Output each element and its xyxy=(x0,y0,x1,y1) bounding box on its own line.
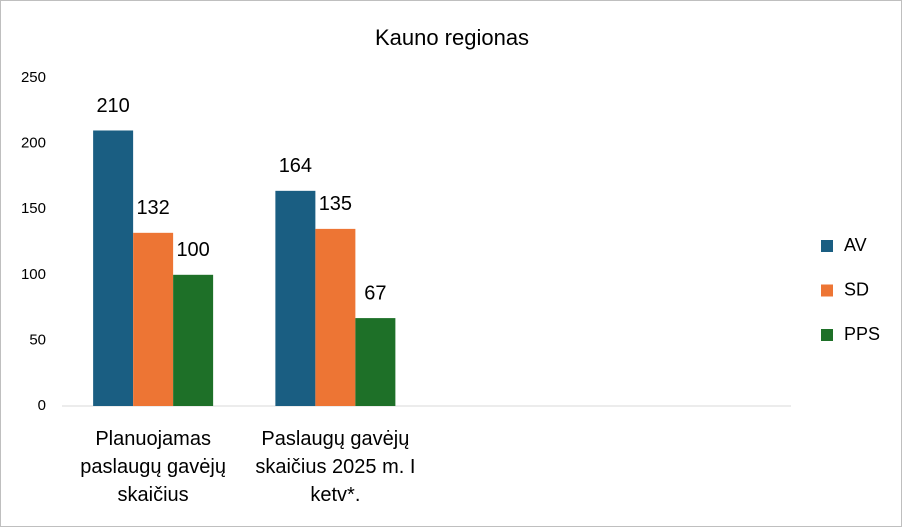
chart-title: Kauno regionas xyxy=(375,25,529,50)
y-tick-label: 0 xyxy=(38,397,46,414)
bar xyxy=(173,274,214,406)
legend-label: AV xyxy=(844,235,867,255)
legend-label: SD xyxy=(844,279,869,299)
data-label: 210 xyxy=(96,95,129,117)
y-tick-label: 100 xyxy=(21,266,46,283)
bar xyxy=(93,130,134,407)
bar xyxy=(355,318,396,406)
data-label: 100 xyxy=(176,239,209,261)
bar xyxy=(133,232,174,406)
y-tick-label: 200 xyxy=(21,135,46,152)
y-tick-label: 250 xyxy=(21,69,46,86)
bar xyxy=(275,190,316,406)
legend-swatch xyxy=(821,329,833,341)
legend-swatch xyxy=(821,240,833,252)
data-label: 164 xyxy=(279,155,312,177)
data-label: 135 xyxy=(319,193,352,215)
legend-label: PPS xyxy=(844,324,880,344)
data-label: 132 xyxy=(136,197,169,219)
x-tick-label: Planuojamas paslaugų gavėjų skaičius xyxy=(80,428,226,506)
bar xyxy=(315,228,356,406)
y-tick-label: 150 xyxy=(21,200,46,217)
data-label: 67 xyxy=(364,282,386,304)
legend-swatch xyxy=(821,284,833,297)
y-tick-label: 50 xyxy=(29,331,46,348)
x-tick-label: Paslaugų gavėjų skaičius 2025 m. I ketv*… xyxy=(255,428,416,506)
